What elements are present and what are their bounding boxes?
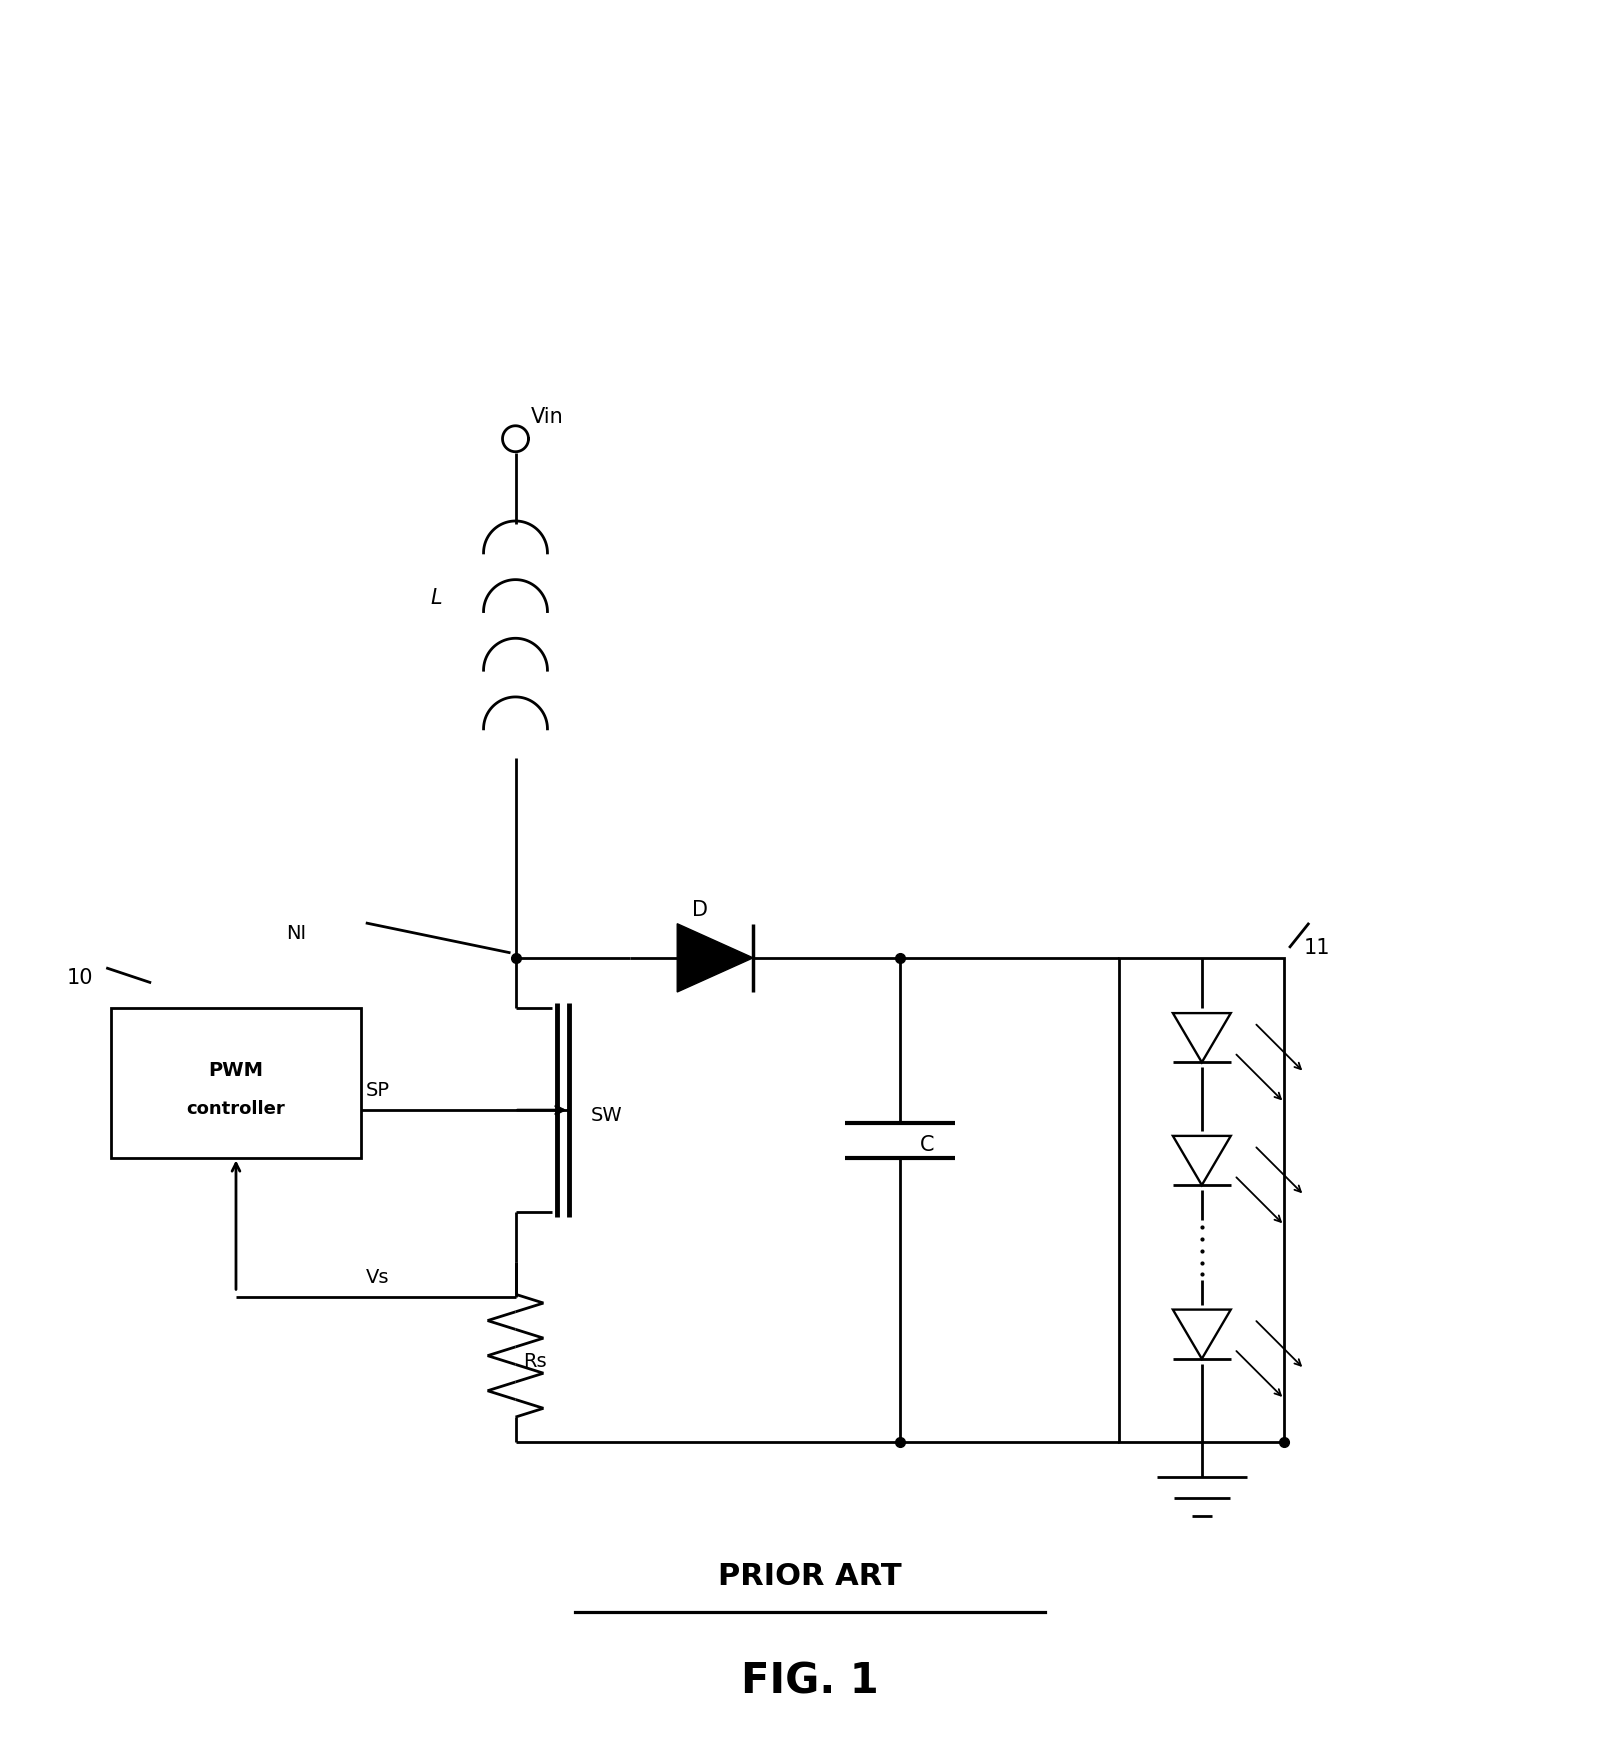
Text: Rs: Rs (524, 1351, 547, 1370)
Text: SP: SP (365, 1081, 390, 1100)
Polygon shape (678, 924, 754, 992)
Text: PRIOR ART: PRIOR ART (718, 1562, 902, 1591)
Text: Vin: Vin (530, 406, 563, 427)
Text: NI: NI (286, 924, 306, 943)
Text: L: L (430, 589, 443, 608)
Text: PWM: PWM (209, 1061, 264, 1081)
Text: controller: controller (186, 1100, 285, 1117)
Text: 11: 11 (1305, 938, 1331, 959)
Text: 10: 10 (66, 967, 92, 988)
Bar (1119, 959, 1284, 1441)
Text: C: C (920, 1135, 935, 1156)
Text: SW: SW (590, 1107, 623, 1124)
Text: Vs: Vs (365, 1269, 390, 1288)
Text: FIG. 1: FIG. 1 (741, 1661, 880, 1703)
Bar (112, 1007, 361, 1157)
Text: D: D (692, 899, 708, 920)
